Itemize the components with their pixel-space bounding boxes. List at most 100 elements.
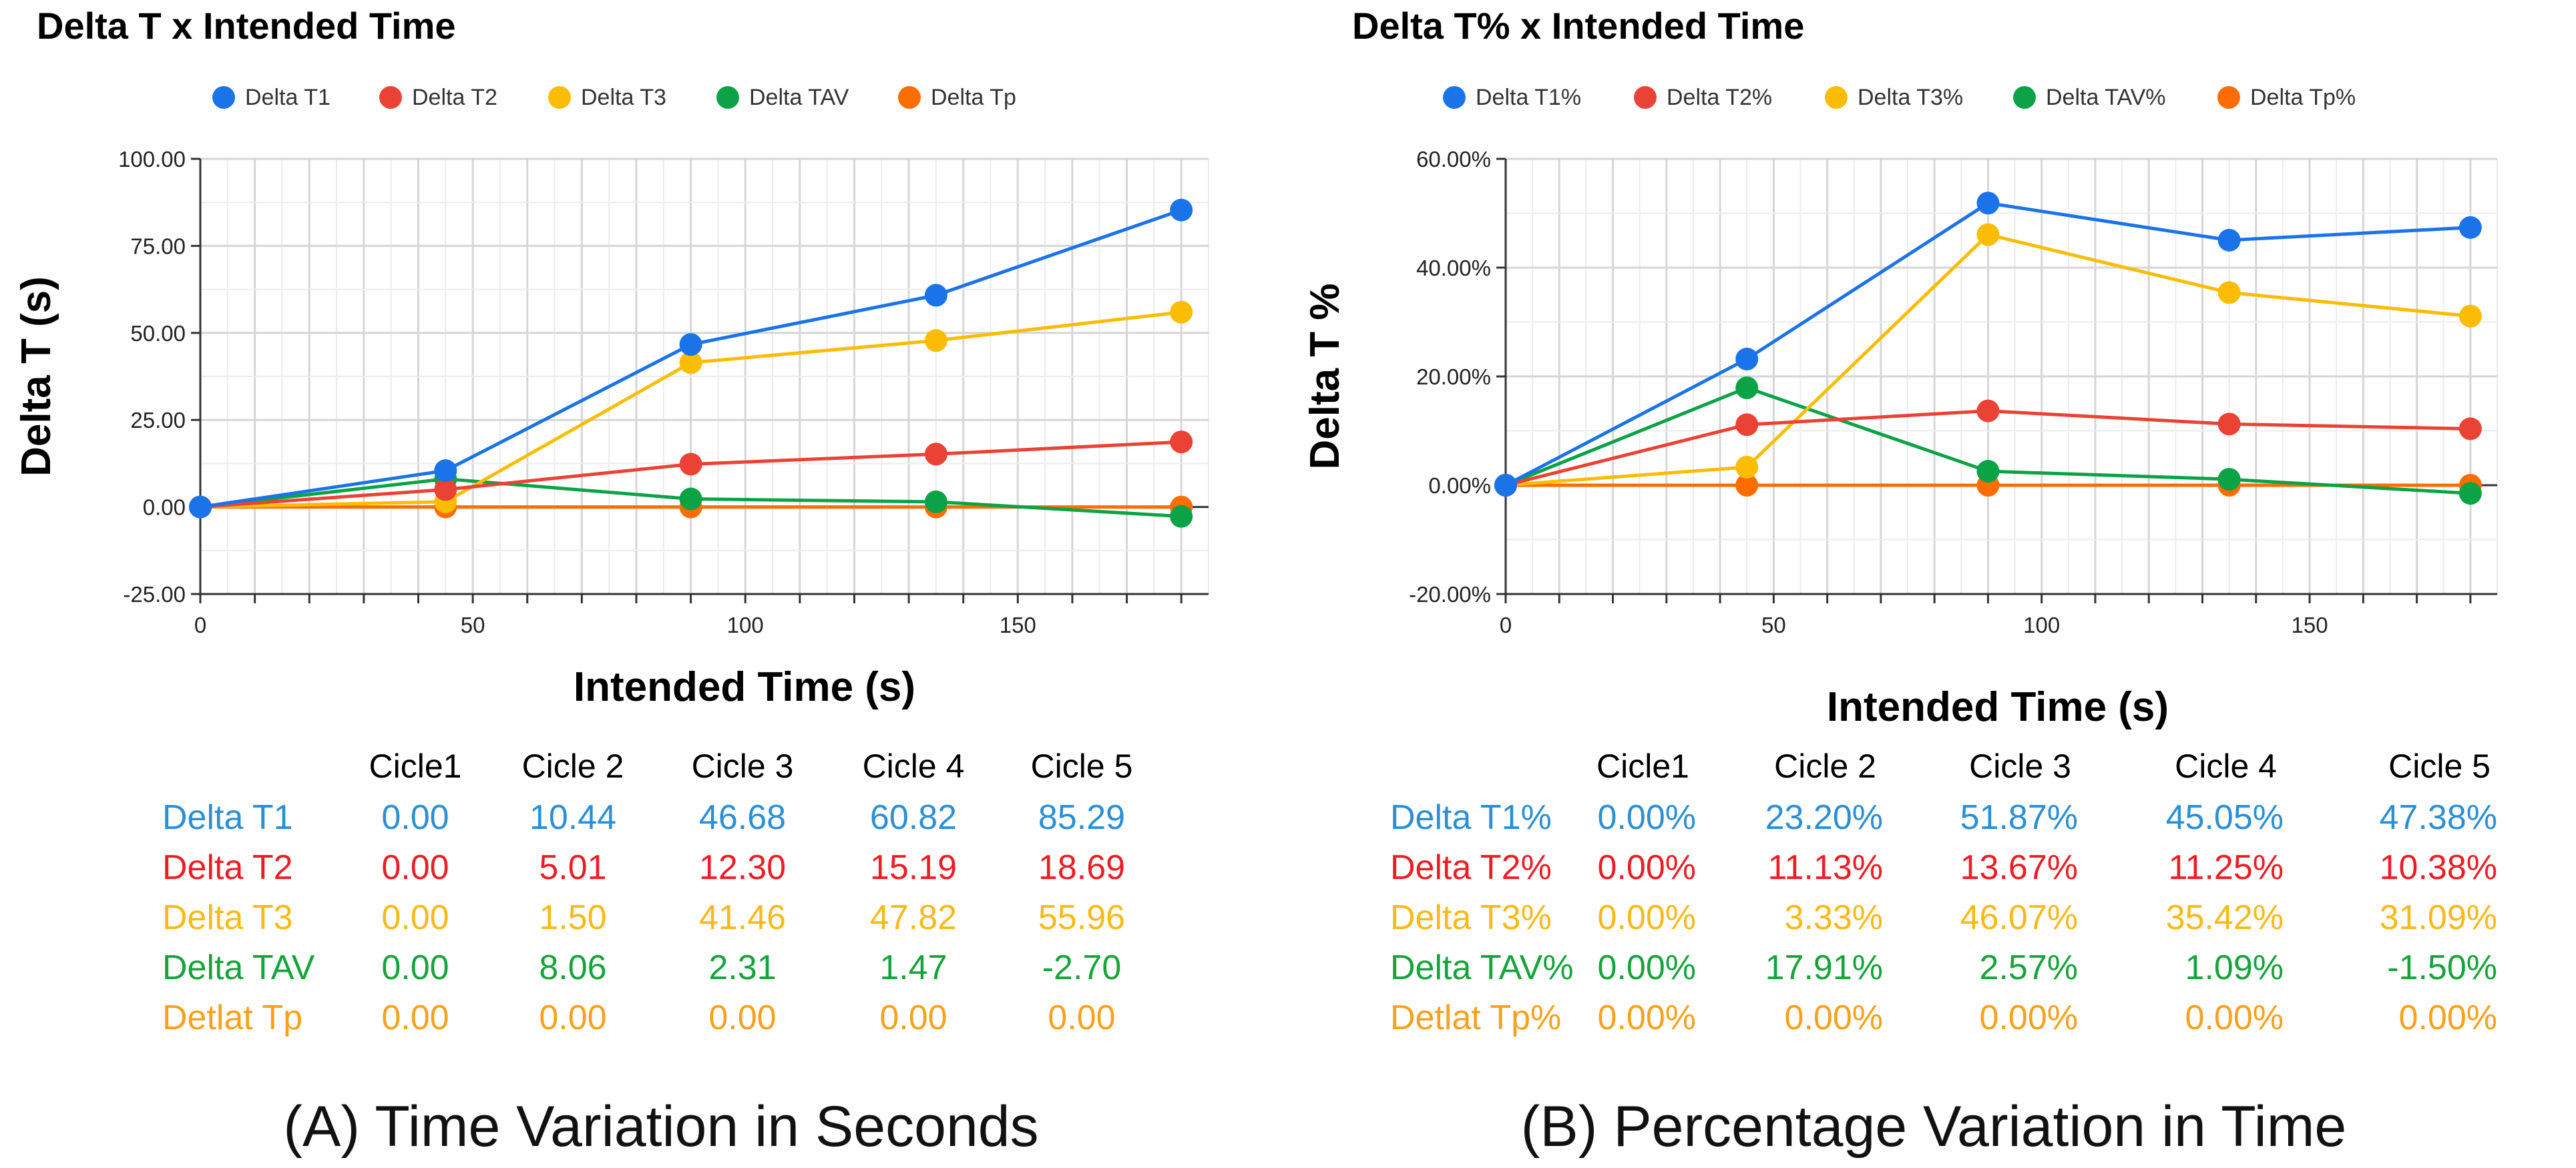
table-header-cell: Cicle1 [1596, 748, 1689, 785]
table-cell: 0.00% [2185, 998, 2284, 1037]
table-cell: 0.00% [1598, 998, 1696, 1037]
data-point-t3[interactable] [2458, 304, 2482, 328]
data-point-tav[interactable] [924, 490, 947, 513]
table-cell: 0.00% [1785, 998, 1883, 1037]
data-point-t1[interactable] [1735, 347, 1759, 370]
table-row-label: Delta T3% [1390, 898, 1552, 937]
data-point-t1[interactable] [1976, 192, 2000, 215]
legend-label-tp: Delta Tp [931, 85, 1016, 110]
table-row-label: Delta T1 [162, 798, 293, 837]
x-tick-label: 100 [2023, 613, 2060, 637]
data-point-t1[interactable] [679, 333, 702, 356]
legend-label-tp: Delta Tp% [2250, 85, 2356, 110]
table-cell: 60.82 [870, 798, 957, 837]
legend-marker-t3 [1825, 86, 1848, 109]
x-tick-label: 0 [194, 613, 206, 637]
data-point-t2[interactable] [1170, 430, 1193, 454]
y-tick-label: 100.00 [118, 147, 186, 172]
legend-label-tav: Delta TAV% [2046, 85, 2166, 110]
chart-delta-t-percent: Delta T% x Intended Time Delta T1% Delta T… [1302, 5, 2498, 730]
legend-marker-tav [716, 86, 739, 109]
legend-label-t2: Delta T2% [1667, 85, 1772, 110]
legend-marker-tp [2217, 86, 2240, 109]
table-cell: 5.01 [539, 848, 606, 887]
table-header-cell: Cicle 3 [1969, 748, 2071, 785]
table-row-label: Delta TAV [162, 948, 315, 987]
data-point-t1[interactable] [2458, 216, 2482, 239]
x-axis-title: Intended Time (s) [1827, 684, 2169, 730]
table-cell: 15.19 [870, 848, 957, 887]
data-point-t1[interactable] [2217, 228, 2241, 252]
table-cell: 0.00% [1598, 948, 1696, 987]
data-point-t3[interactable] [924, 329, 947, 352]
table-cell: 10.38% [2380, 848, 2497, 887]
data-point-tav[interactable] [679, 487, 702, 511]
legend-label-t3: Delta T3% [1858, 85, 1963, 110]
data-point-t1[interactable] [1170, 198, 1193, 222]
legend-label-t1: Delta T1 [245, 85, 331, 110]
legend-marker-t2 [1634, 86, 1657, 109]
data-point-t2[interactable] [2217, 412, 2241, 436]
table-cell: 55.96 [1038, 898, 1125, 937]
table-cell: -2.70 [1042, 948, 1122, 987]
data-point-t2[interactable] [1735, 413, 1759, 436]
table-cell: 47.82 [870, 898, 957, 937]
table-cell: 0.00 [1048, 998, 1115, 1037]
y-tick-label: -20.00% [1409, 582, 1491, 607]
data-point-t3[interactable] [1735, 455, 1759, 479]
table-cell: 45.05% [2166, 798, 2284, 837]
data-point-t3[interactable] [679, 351, 702, 374]
table-row-label: Detlat Tp [162, 998, 302, 1037]
data-point-t3[interactable] [1976, 223, 2000, 246]
legend-label-t1: Delta T1% [1476, 85, 1581, 110]
x-tick-label: 150 [2292, 613, 2328, 637]
data-point-t1[interactable] [924, 284, 947, 307]
table-row-label: Delta T3 [162, 898, 293, 937]
table-cell: 11.13% [1767, 848, 1883, 887]
data-point-t3[interactable] [1170, 300, 1193, 324]
chart-delta-t: Delta T x Intended Time Delta T1 Delta T2 D… [13, 5, 1209, 710]
legend-marker-tp [898, 86, 921, 109]
data-point-t2[interactable] [1976, 399, 2000, 422]
x-tick-label: 100 [727, 613, 764, 637]
table-cell: 0.00% [1980, 998, 2078, 1037]
y-tick-label: 0.00% [1428, 473, 1491, 498]
table-cell: 0.00 [381, 948, 449, 987]
data-point-t1[interactable] [189, 495, 212, 519]
legend-marker-tav [2013, 86, 2036, 109]
table-cell: 0.00 [539, 998, 606, 1037]
data-point-tav[interactable] [1976, 460, 2000, 483]
y-tick-label: 0.00 [143, 495, 186, 520]
table-row-label: Delta T2% [1390, 848, 1552, 887]
data-point-t2[interactable] [924, 443, 947, 466]
data-point-t2[interactable] [2458, 417, 2482, 441]
caption-a: (A) Time Variation in Seconds [283, 1095, 1038, 1159]
table-header-cell: Cicle 3 [692, 748, 794, 785]
data-point-tav[interactable] [2217, 468, 2241, 491]
table-cell: 0.00 [381, 798, 449, 837]
table-cell: 85.29 [1038, 798, 1125, 837]
table-row-label: Detlat Tp% [1390, 998, 1561, 1037]
y-tick-label: 40.00% [1416, 256, 1491, 280]
data-point-t1[interactable] [434, 459, 457, 483]
table-cell: 0.00 [708, 998, 776, 1037]
table-cell: 11.25% [2168, 848, 2284, 887]
x-tick-label: 50 [1761, 613, 1786, 637]
table-cell: 0.00% [1598, 798, 1696, 837]
x-tick-label: 0 [1500, 613, 1512, 637]
table-cell: 3.33% [1785, 898, 1883, 937]
data-point-t2[interactable] [434, 478, 457, 501]
legend-marker-t1 [1443, 86, 1466, 109]
data-point-tp[interactable] [1735, 474, 1759, 497]
data-point-tav[interactable] [1735, 376, 1759, 400]
chart-title: Delta T x Intended Time [37, 5, 456, 47]
data-point-t2[interactable] [679, 453, 702, 476]
table-cell: 18.69 [1038, 848, 1125, 887]
data-point-tav[interactable] [2458, 482, 2482, 505]
data-point-t3[interactable] [2217, 281, 2241, 304]
table-header-cell: Cicle1 [369, 748, 462, 785]
data-point-tav[interactable] [1170, 505, 1193, 528]
table-cell: 23.20% [1765, 798, 1883, 837]
data-point-t1[interactable] [1494, 474, 1517, 497]
